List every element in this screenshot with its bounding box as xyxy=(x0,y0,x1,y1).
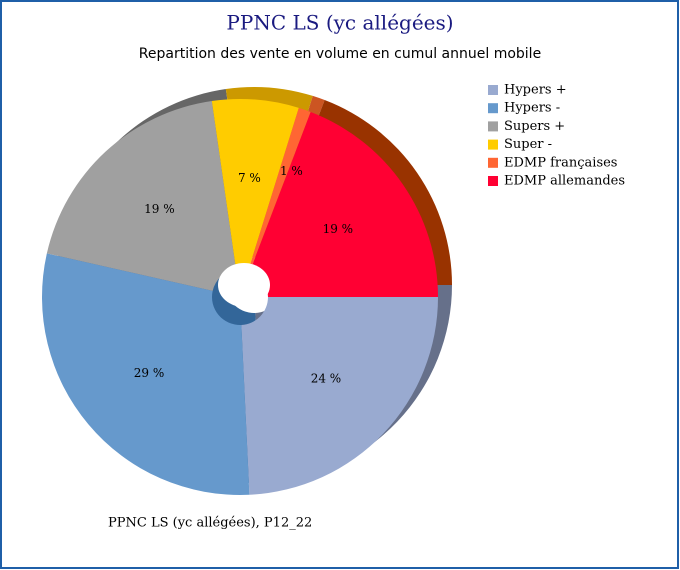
legend-label: Supers + xyxy=(504,119,565,134)
legend-label: EDMP françaises xyxy=(504,155,617,170)
slice xyxy=(241,297,438,495)
data-label: 29 % xyxy=(134,366,165,380)
data-label: 7 % xyxy=(238,171,261,185)
legend-swatch xyxy=(488,139,498,150)
legend-swatch xyxy=(488,121,498,132)
legend-swatch xyxy=(488,103,498,114)
chart-title: PPNC LS (yc allégées) xyxy=(226,11,453,35)
legend-label: Hypers - xyxy=(504,101,560,116)
data-label: 1 % xyxy=(280,164,303,178)
legend-swatch xyxy=(488,176,498,186)
legend-label: Super - xyxy=(504,137,552,152)
legend-swatch xyxy=(488,85,498,95)
slice xyxy=(249,112,438,297)
legend-label: Hypers + xyxy=(504,83,567,98)
data-label: 19 % xyxy=(144,202,175,216)
data-label: 19 % xyxy=(323,222,354,236)
data-label: 24 % xyxy=(311,371,342,385)
slice xyxy=(42,253,250,495)
legend-swatch xyxy=(488,157,498,168)
slice xyxy=(46,101,237,291)
footnote: PPNC LS (yc allégées), P12_22 xyxy=(108,516,312,531)
slice xyxy=(211,99,299,271)
center-hole xyxy=(218,263,270,307)
slice xyxy=(248,107,311,271)
chart-subtitle: Repartition des vente en volume en cumul… xyxy=(139,46,541,62)
legend-label: EDMP allemandes xyxy=(504,174,625,189)
